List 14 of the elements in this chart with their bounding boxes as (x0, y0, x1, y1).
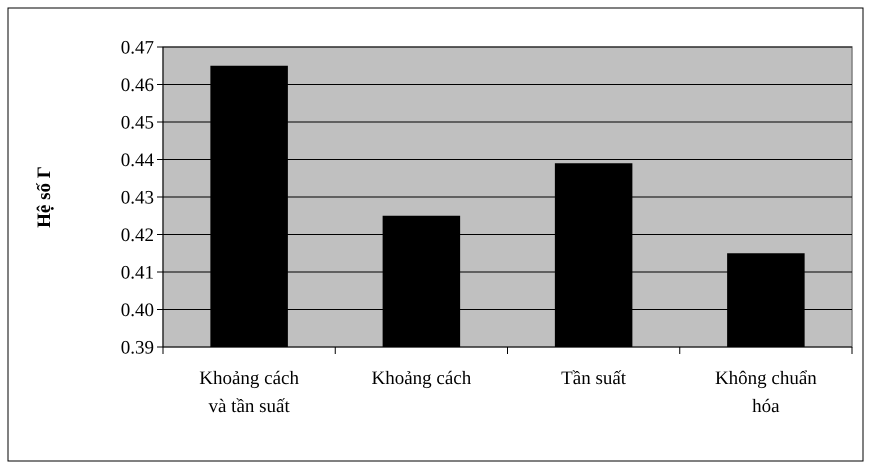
x-tick-label: Khoảng cách và tần suất (199, 368, 300, 417)
x-tick-label: Tần suất (561, 368, 627, 389)
x-tick-label: Không chuẩn hóa (714, 368, 818, 417)
y-tick-label: 0.44 (120, 150, 154, 172)
y-tick-label: 0.40 (120, 300, 154, 322)
y-tick-label: 0.47 (120, 38, 154, 59)
y-tick-label: 0.39 (120, 338, 154, 359)
x-tick-label: Khoảng cách (372, 368, 472, 389)
y-tick-label: 0.43 (120, 188, 154, 209)
y-tick-label: 0.41 (120, 262, 154, 284)
y-tick-label: 0.46 (120, 75, 154, 96)
y-tick-label: 0.42 (120, 225, 154, 246)
y-axis-title: Hệ số Γ (34, 166, 55, 228)
y-tick-label: 0.45 (120, 112, 154, 134)
